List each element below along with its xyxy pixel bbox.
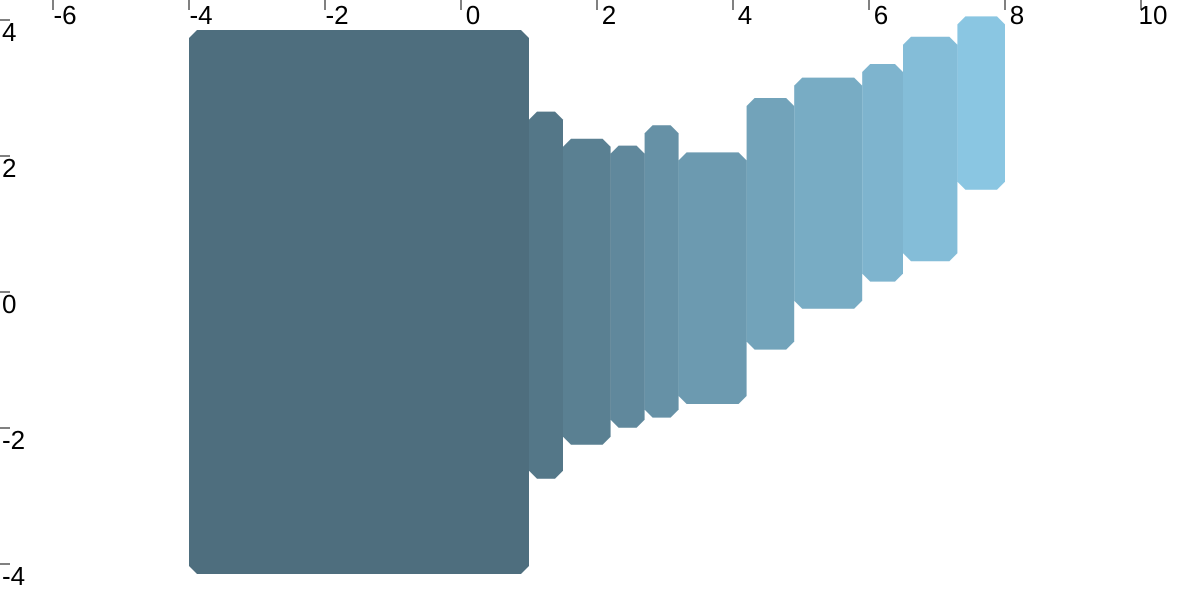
plot-area	[189, 16, 1005, 574]
area-band-11	[957, 16, 1005, 190]
area-band-4	[610, 145, 645, 428]
y-tick-label: -4	[2, 561, 25, 591]
x-tick-label: -4	[189, 0, 212, 30]
area-band-6	[678, 152, 747, 404]
x-tick-label: 6	[874, 0, 888, 30]
x-axis: -6 -4 -2 0 2 4 6 8 10	[52, 0, 1168, 30]
y-tick-label: 4	[2, 17, 16, 47]
y-tick-label: -2	[2, 425, 25, 455]
area-band-5	[644, 125, 679, 418]
area-band-3	[563, 138, 611, 445]
x-tick-label: 8	[1010, 0, 1024, 30]
x-tick-label: -2	[325, 0, 348, 30]
y-tick-label: 2	[2, 153, 16, 183]
x-tick-label: 2	[602, 0, 616, 30]
y-tick-label: 0	[2, 289, 16, 319]
x-tick-label: 0	[466, 0, 480, 30]
area-band-2	[529, 111, 563, 479]
x-tick-label: 4	[738, 0, 752, 30]
area-band-1	[189, 30, 529, 574]
area-band-8	[794, 77, 863, 309]
area-band-9	[862, 64, 903, 282]
area-band-7	[746, 98, 795, 350]
y-axis: 4 2 0 -2 -4	[0, 17, 25, 591]
area-band-10	[903, 36, 958, 262]
x-tick-label: -6	[53, 0, 76, 30]
x-tick-label: 10	[1139, 0, 1168, 30]
